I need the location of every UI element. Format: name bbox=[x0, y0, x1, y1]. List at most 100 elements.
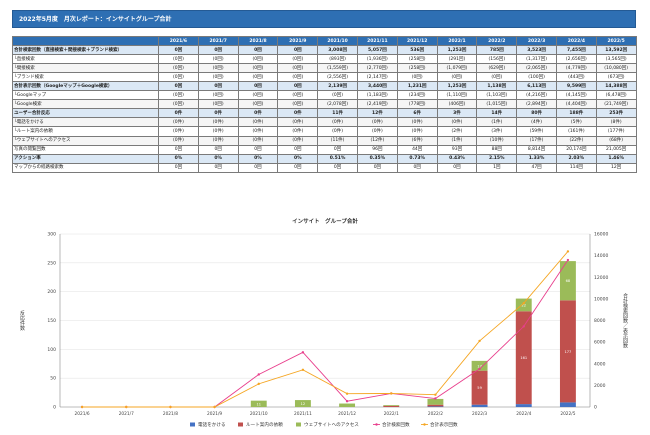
table-cell: 5,057回 bbox=[356, 45, 398, 56]
table-cell: 0件 bbox=[237, 108, 279, 119]
row-label: └電話をかける bbox=[12, 117, 159, 128]
month-header: 2022/2 bbox=[476, 35, 518, 47]
legend-label: 合計検索回数 bbox=[382, 421, 410, 428]
table-row: └ブランド検索 (0回) (0回) (0回) (0回) (2,556回) (2,147回)(… bbox=[12, 72, 637, 83]
table-cell: 785回 bbox=[476, 45, 518, 56]
table-cell: (11件) bbox=[317, 135, 358, 146]
table-cell: 0回 bbox=[317, 144, 358, 155]
x-tick-label: 2021/7 bbox=[119, 411, 134, 417]
table-cell: (0件) bbox=[237, 135, 279, 146]
table-row: アクション率 0% 0% 0% 0% 0.51% 0.35% 0.73% 0.43% 2.15% 1… bbox=[12, 153, 637, 164]
series-point bbox=[301, 351, 305, 354]
table-cell: (1,015回) bbox=[476, 99, 518, 110]
row-label: └Googleマップ bbox=[12, 90, 159, 101]
bar-value-label: 68 bbox=[566, 279, 571, 283]
table-cell: (2件) bbox=[436, 126, 478, 137]
table-cell: 0% bbox=[277, 153, 319, 164]
table-cell: 2,139回 bbox=[317, 81, 358, 92]
series-point bbox=[434, 397, 437, 400]
table-cell: 0回 bbox=[158, 144, 199, 155]
x-tick-label: 2022/2 bbox=[428, 411, 443, 417]
y2-tick-label: 16000 bbox=[594, 232, 608, 238]
series-point bbox=[257, 373, 260, 376]
table-cell: (0回) bbox=[197, 99, 239, 110]
series-line bbox=[82, 251, 569, 408]
table-cell: (0回) bbox=[237, 54, 279, 65]
table-cell: (59件) bbox=[516, 126, 557, 137]
y2-tick-label: 8000 bbox=[594, 318, 606, 324]
table-cell: 0回 bbox=[158, 162, 199, 173]
y-tick-label: 50 bbox=[50, 376, 56, 382]
table-cell: 114回 bbox=[555, 162, 597, 173]
row-label: 合計表示回数（Googleマップ＋Google検索） bbox=[12, 81, 159, 92]
y2-tick-label: 0 bbox=[594, 405, 597, 411]
table-cell: (291回) bbox=[436, 54, 478, 65]
bar-value-label: 12 bbox=[301, 402, 306, 406]
table-cell: (17件) bbox=[516, 135, 557, 146]
row-label: └ブランド検索 bbox=[12, 72, 159, 83]
legend-swatch bbox=[238, 422, 243, 427]
table-row: └Googleマップ (0回) (0回) (0回) (0回) (0回) (1,183回) (2… bbox=[12, 90, 637, 101]
table-cell: (1,936回) bbox=[356, 54, 398, 65]
y2-tick-label: 4000 bbox=[594, 361, 606, 367]
bar-segment bbox=[559, 261, 576, 301]
bar-segment bbox=[515, 404, 532, 407]
kpi-table: 2021/6 2021/7 2021/8 2021/9 2021/10 2021/11 20… bbox=[12, 35, 637, 173]
bar-segment bbox=[383, 405, 400, 407]
row-label: └ルート案内の依頼 bbox=[12, 126, 159, 137]
bar-segment bbox=[559, 300, 576, 403]
table-cell: (1件) bbox=[476, 117, 518, 128]
table-cell: (0回) bbox=[197, 63, 239, 74]
table-header-corner bbox=[12, 35, 159, 47]
bar-value-label: 22 bbox=[521, 303, 526, 307]
table-cell: (0回) bbox=[158, 54, 199, 65]
table-cell: (6件) bbox=[396, 135, 438, 146]
table-cell: (1,317回) bbox=[516, 54, 557, 65]
bar-value-label: 59 bbox=[477, 386, 482, 390]
table-cell: (0件) bbox=[197, 126, 239, 137]
table-cell: (1件) bbox=[436, 135, 478, 146]
table-cell: (2,147回) bbox=[356, 72, 398, 83]
table-cell: (0回) bbox=[277, 90, 319, 101]
series-point bbox=[345, 392, 349, 395]
table-row: ユーザー合計反応 0件 0件 0件 0件 11件 12件 6件 3件 14件 80件 188件 253件 bbox=[12, 108, 637, 119]
table-cell: (443回) bbox=[555, 72, 597, 83]
legend-swatch bbox=[190, 422, 195, 427]
series-line bbox=[82, 259, 569, 408]
table-cell: 0回 bbox=[237, 81, 279, 92]
y2-tick-label: 6000 bbox=[594, 340, 606, 346]
bar-segment bbox=[471, 370, 488, 405]
table-header-row: 2021/6 2021/7 2021/8 2021/9 2021/10 2021/11 20… bbox=[12, 35, 637, 47]
table-cell: (893回) bbox=[317, 54, 358, 65]
series-point bbox=[213, 405, 216, 409]
series-point bbox=[522, 302, 525, 305]
series-point bbox=[434, 393, 437, 396]
table-cell: (2,556回) bbox=[317, 72, 358, 83]
row-label: ユーザー合計反応 bbox=[12, 108, 159, 119]
y2-tick-label: 2000 bbox=[594, 383, 606, 389]
table-cell: (0件) bbox=[237, 117, 279, 128]
bar-segment bbox=[471, 360, 488, 371]
table-cell: (4,779回) bbox=[555, 63, 597, 74]
table-cell: 44回 bbox=[396, 144, 438, 155]
x-tick-label: 2021/9 bbox=[207, 411, 222, 417]
table-cell: (0回) bbox=[158, 90, 199, 101]
table-cell: (3件) bbox=[476, 126, 518, 137]
month-header: 2021/8 bbox=[237, 35, 279, 47]
table-cell: (10,080回) bbox=[595, 63, 637, 74]
table-cell: 1,231回 bbox=[396, 81, 438, 92]
table-cell: 0回 bbox=[158, 81, 199, 92]
series-point bbox=[345, 400, 349, 403]
table-cell: (3,565回) bbox=[595, 54, 637, 65]
x-tick-label: 2021/8 bbox=[163, 411, 178, 417]
table-cell: 9,599回 bbox=[555, 81, 597, 92]
bar-segment bbox=[427, 404, 444, 407]
table-cell: (100回) bbox=[516, 72, 557, 83]
table-cell: (2,065回) bbox=[516, 63, 557, 74]
x-tick-label: 2022/1 bbox=[384, 411, 399, 417]
report-title-bar: 2022年5月度 月次レポート：インサイトグループ合計 bbox=[12, 10, 636, 28]
y2-tick-label: 10000 bbox=[594, 296, 608, 302]
table-cell: (0件) bbox=[197, 135, 239, 146]
table-cell: (1,110回) bbox=[436, 90, 478, 101]
table-cell: 0件 bbox=[158, 108, 199, 119]
